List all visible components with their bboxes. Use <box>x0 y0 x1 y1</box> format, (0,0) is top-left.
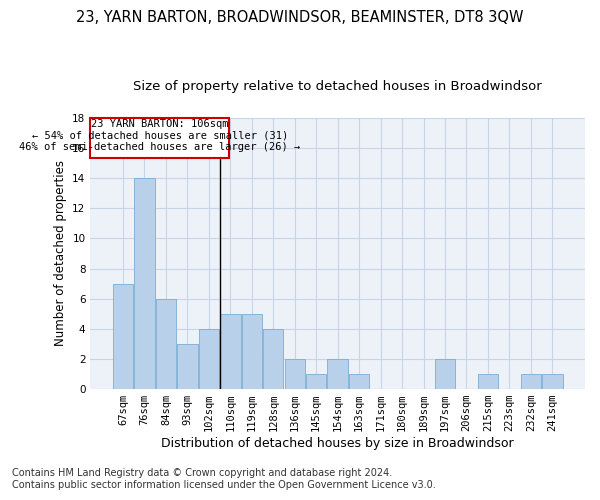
Text: Contains public sector information licensed under the Open Government Licence v3: Contains public sector information licen… <box>12 480 436 490</box>
Bar <box>435 359 455 389</box>
Bar <box>113 284 133 389</box>
FancyBboxPatch shape <box>91 118 229 158</box>
Bar <box>134 178 155 389</box>
Bar <box>328 359 348 389</box>
Bar <box>242 314 262 389</box>
Text: Contains HM Land Registry data © Crown copyright and database right 2024.: Contains HM Land Registry data © Crown c… <box>12 468 392 477</box>
Bar <box>478 374 498 389</box>
Text: 23, YARN BARTON, BROADWINDSOR, BEAMINSTER, DT8 3QW: 23, YARN BARTON, BROADWINDSOR, BEAMINSTE… <box>76 10 524 25</box>
X-axis label: Distribution of detached houses by size in Broadwindsor: Distribution of detached houses by size … <box>161 437 514 450</box>
Bar <box>306 374 326 389</box>
Text: ← 54% of detached houses are smaller (31): ← 54% of detached houses are smaller (31… <box>32 131 288 141</box>
Bar <box>220 314 241 389</box>
Bar <box>521 374 541 389</box>
Bar <box>284 359 305 389</box>
Text: 46% of semi-detached houses are larger (26) →: 46% of semi-detached houses are larger (… <box>19 142 301 152</box>
Bar <box>199 329 219 389</box>
Bar <box>263 329 283 389</box>
Title: Size of property relative to detached houses in Broadwindsor: Size of property relative to detached ho… <box>133 80 542 93</box>
Bar <box>177 344 197 389</box>
Bar <box>349 374 370 389</box>
Y-axis label: Number of detached properties: Number of detached properties <box>53 160 67 346</box>
Text: 23 YARN BARTON: 106sqm: 23 YARN BARTON: 106sqm <box>91 119 229 129</box>
Bar <box>156 298 176 389</box>
Bar <box>542 374 563 389</box>
